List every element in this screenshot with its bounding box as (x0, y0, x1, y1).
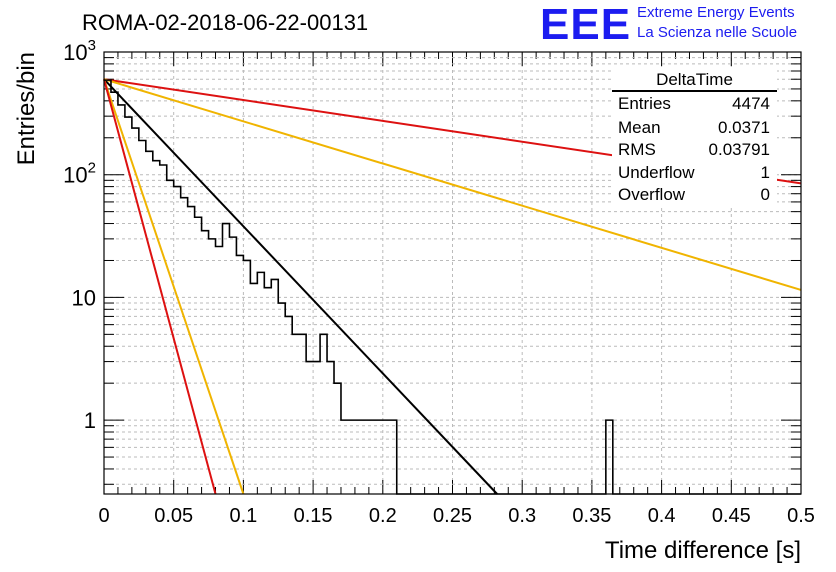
y-tick-label: 1 (84, 408, 96, 433)
stats-box: DeltaTime Entries 4474 Mean 0.0371 RMS 0.03… (612, 68, 777, 208)
x-tick-label: 0.15 (294, 505, 333, 527)
x-tick-label: 0 (98, 505, 109, 527)
fit-line (103, 78, 217, 495)
stats-value: 0.03791 (708, 140, 770, 159)
stats-key: Mean (618, 118, 661, 137)
y-tick-label: 103 (63, 37, 96, 65)
stats-value: 4474 (732, 94, 770, 113)
x-tick-label: 0.5 (787, 505, 815, 527)
fit-line (103, 78, 498, 495)
x-tick-label: 0.4 (648, 505, 676, 527)
chart-title: ROMA-02-2018-06-22-00131 (82, 10, 369, 35)
y-axis-title: Entries/bin (13, 52, 40, 165)
stats-value: 0 (760, 185, 770, 204)
x-tick-label: 0.35 (572, 505, 611, 527)
x-tick-label: 0.25 (433, 505, 472, 527)
x-tick-label: 0.1 (229, 505, 257, 527)
x-tick-label: 0.2 (369, 505, 397, 527)
fit-line (103, 78, 802, 291)
plot-frame (103, 51, 802, 495)
logo-subtitle-2: La Scienza nelle Scuole (637, 24, 798, 41)
stats-key: Underflow (618, 163, 695, 182)
x-tick-label: 0.05 (154, 505, 193, 527)
x-tick-label: 0.45 (712, 505, 751, 527)
stats-key: RMS (618, 140, 656, 159)
y-tick-label: 10 (72, 285, 96, 310)
stats-value: 1 (760, 163, 770, 182)
y-tick-label: 102 (63, 160, 96, 188)
stats-key: Overflow (618, 185, 686, 204)
x-axis-title: Time difference [s] (605, 537, 801, 564)
stats-title: DeltaTime (656, 70, 733, 89)
x-tick-label: 0.3 (508, 505, 536, 527)
eee-logo: EEE (540, 0, 632, 49)
fit-line (103, 78, 245, 495)
stats-key: Entries (618, 94, 671, 113)
logo-subtitle-1: Extreme Energy Events (637, 4, 795, 21)
stats-value: 0.0371 (718, 118, 770, 137)
stats-divider (612, 90, 777, 92)
